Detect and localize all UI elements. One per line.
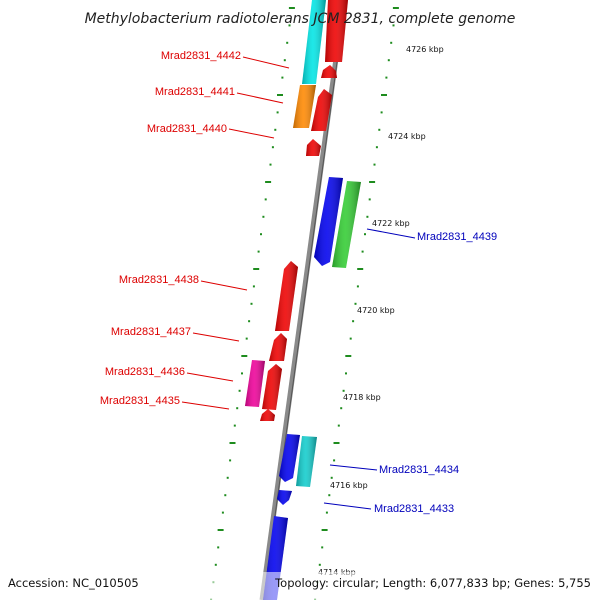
gene-feature-red-arrow-1[interactable] [321, 65, 337, 78]
left-gene-labels: Mrad2831_4442 Mrad2831_4441 Mrad2831_444… [100, 50, 241, 407]
gene-feature-4437[interactable] [269, 333, 287, 361]
gene-label-4436[interactable]: Mrad2831_4436 [105, 366, 185, 378]
gene-feature-4435[interactable] [260, 409, 275, 421]
right-gene-labels: Mrad2831_4439 Mrad2831_4434 Mrad2831_443… [374, 231, 497, 515]
gene-feature-blue-4434[interactable] [279, 434, 300, 482]
kbp-label-4722: 4722 kbp [372, 219, 410, 228]
gene-label-4434[interactable]: Mrad2831_4434 [379, 464, 459, 476]
accession-text: Accession: NC_010505 [8, 576, 139, 590]
footer-backdrop [0, 572, 600, 600]
kbp-label-4716: 4716 kbp [330, 481, 368, 490]
gene-label-4433[interactable]: Mrad2831_4433 [374, 503, 454, 515]
gene-feature-4442[interactable] [302, 0, 326, 84]
kbp-label-4724: 4724 kbp [388, 132, 426, 141]
summary-text: Topology: circular; Length: 6,077,833 bp… [274, 576, 591, 590]
gene-label-4441[interactable]: Mrad2831_4441 [155, 86, 235, 98]
map-title: Methylobacterium radiotolerans JCM 2831,… [85, 11, 516, 27]
label-connectors [181, 56, 416, 510]
gene-label-4442[interactable]: Mrad2831_4442 [161, 50, 241, 62]
gene-feature-red-top[interactable] [325, 0, 348, 62]
kbp-scale-labels: 4726 kbp 4724 kbp 4722 kbp 4720 kbp 4718… [318, 45, 444, 577]
gene-feature-4436[interactable] [245, 360, 265, 407]
left-tick-ring [210, 7, 295, 600]
gene-feature-4441[interactable] [293, 85, 316, 128]
kbp-label-4718: 4718 kbp [343, 393, 381, 402]
kbp-label-4726: 4726 kbp [406, 45, 444, 54]
gene-label-4438[interactable]: Mrad2831_4438 [119, 274, 199, 286]
gene-label-4440[interactable]: Mrad2831_4440 [147, 123, 227, 135]
gene-feature-4438[interactable] [275, 261, 298, 331]
gene-feature-blue-big[interactable] [314, 177, 343, 266]
kbp-label-4720: 4720 kbp [357, 306, 395, 315]
gene-label-4439[interactable]: Mrad2831_4439 [417, 231, 497, 243]
gene-feature-4439[interactable] [332, 181, 361, 268]
gene-feature-4434[interactable] [296, 436, 317, 487]
gene-label-4437[interactable]: Mrad2831_4437 [111, 326, 191, 338]
gene-label-4435[interactable]: Mrad2831_4435 [100, 395, 180, 407]
gene-feature-4433[interactable] [277, 490, 292, 505]
gene-feature-4440[interactable] [306, 139, 321, 156]
gene-feature-red-4436[interactable] [262, 364, 282, 410]
gene-feature-red-mid[interactable] [311, 89, 332, 131]
gene-features [245, 0, 361, 600]
